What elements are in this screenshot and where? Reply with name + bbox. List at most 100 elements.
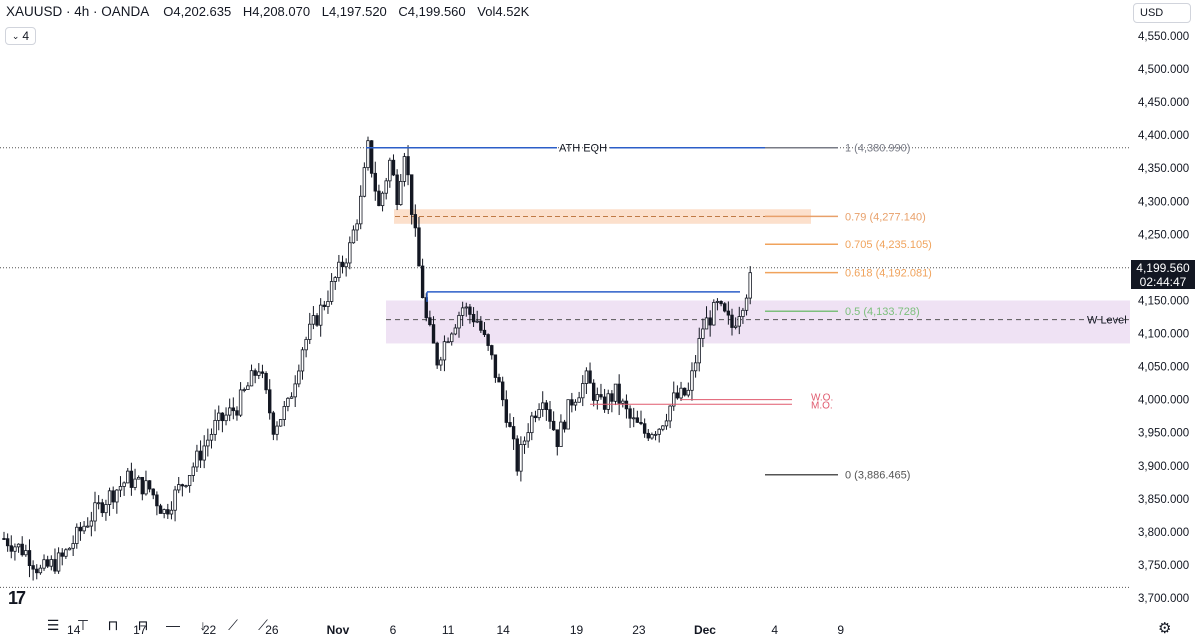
compare-icon[interactable]: ⊤ <box>76 616 90 633</box>
candle-down <box>500 381 505 401</box>
candle-down <box>562 421 567 430</box>
trend-icon[interactable]: ⟋ <box>228 616 238 633</box>
high-value: H4,208.070 <box>242 4 311 19</box>
candle-up <box>577 397 581 403</box>
candle-down <box>2 538 6 540</box>
candle-up <box>653 433 658 436</box>
candle-up <box>519 444 523 472</box>
candle-down <box>20 543 24 556</box>
replay-icon[interactable]: ⊓ <box>107 616 119 633</box>
candle-down <box>413 214 418 229</box>
price-tick-label: 3,950.000 <box>1138 428 1189 440</box>
candle-up <box>67 547 72 551</box>
candle-down <box>369 140 374 174</box>
range-icon[interactable]: ☰ <box>46 616 60 633</box>
candle-down <box>406 156 410 176</box>
candle-up <box>686 389 691 396</box>
currency-button[interactable]: USD <box>1133 3 1191 23</box>
candle-up <box>209 433 214 441</box>
price-tick-label: 4,450.000 <box>1138 97 1189 109</box>
time-tick-label: 4 <box>771 623 778 637</box>
candle-up <box>293 383 297 398</box>
candle-up <box>402 156 407 182</box>
candle-up <box>744 297 749 311</box>
zoom-icon[interactable]: ⟋ <box>258 616 268 633</box>
candle-down <box>35 568 39 574</box>
candle-up <box>177 484 181 491</box>
candle-down <box>9 545 13 552</box>
candle-down <box>100 502 104 514</box>
candle-down <box>511 426 516 440</box>
down-arrow-icon[interactable]: ↓ <box>199 617 207 633</box>
bar-style-icon[interactable]: ⊓ <box>137 616 149 633</box>
candle-up <box>217 412 221 421</box>
candle-down <box>315 315 319 326</box>
candle-up <box>453 327 458 335</box>
bar-countdown: 02:44:47 <box>1139 275 1187 289</box>
price-tick-label: 4,300.000 <box>1138 196 1189 208</box>
candle-down <box>617 383 621 404</box>
candle-down <box>31 565 35 570</box>
candle-down <box>482 329 487 335</box>
candle-down <box>719 301 723 305</box>
minus-icon[interactable]: — <box>166 617 180 633</box>
fib-level-label: 0.79 (4,277.140) <box>845 211 926 223</box>
settings-gear-icon[interactable]: ⚙ <box>1158 620 1172 637</box>
candle-up <box>96 502 101 505</box>
candle-down <box>548 409 552 422</box>
wo-label: W.O. <box>811 393 833 404</box>
candle-up <box>668 405 672 422</box>
purple-zone <box>386 300 1130 344</box>
price-tick-label: 4,500.000 <box>1138 64 1189 76</box>
candle-down <box>435 342 439 366</box>
candle-up <box>56 552 61 572</box>
candle-down <box>391 159 396 176</box>
price-tick-label: 4,400.000 <box>1138 130 1189 142</box>
price-axis[interactable] <box>1131 0 1200 612</box>
price-tick-label: 4,100.000 <box>1138 329 1189 341</box>
candle-up <box>115 489 119 503</box>
candle-up <box>530 415 534 434</box>
candle-up <box>71 543 75 549</box>
candle-up <box>86 525 90 528</box>
candle-down <box>322 304 327 307</box>
candle-up <box>388 159 392 182</box>
ohlc-readout: O4,202.635 H4,208.070 L4,197.520 C4,199.… <box>163 4 537 19</box>
time-tick-label: 17 <box>133 623 147 637</box>
candle-up <box>75 526 79 544</box>
candle-up <box>191 466 195 476</box>
candle-down <box>642 423 647 434</box>
candle-up <box>242 389 246 391</box>
candle-up <box>697 338 701 364</box>
time-tick-label: Dec <box>694 623 716 637</box>
candle-down <box>515 438 519 472</box>
candle-down <box>682 387 687 396</box>
price-tick-label: 4,250.000 <box>1138 229 1189 241</box>
candle-up <box>650 434 654 439</box>
candle-down <box>471 313 476 323</box>
candle-up <box>122 482 126 487</box>
candle-up <box>704 317 709 330</box>
candle-up <box>184 485 188 488</box>
candle-up <box>187 475 192 487</box>
mo-label: M.O. <box>811 400 833 411</box>
candle-up <box>246 385 250 390</box>
candle-up <box>348 242 352 264</box>
candle-down <box>479 320 483 331</box>
candle-up <box>690 370 694 391</box>
symbol-title[interactable]: XAUUSD · 4h · OANDA <box>6 4 150 19</box>
time-tick-label: 9 <box>837 623 844 637</box>
candle-down <box>151 488 155 496</box>
drawing-toolbar: ☰ ⊤ ⊓ ⊓ — ↓ ⟋ ⟋ <box>40 613 276 637</box>
candle-up <box>442 341 447 361</box>
fib-level-label: 0.705 (4,235.105) <box>845 239 932 251</box>
candle-up <box>661 425 665 430</box>
candle-down <box>551 420 556 431</box>
current-price-value: 4,199.560 <box>1136 261 1190 275</box>
candle-down <box>624 400 629 410</box>
candle-down <box>730 314 734 328</box>
candle-down <box>646 432 650 439</box>
close-value: C4,199.560 <box>398 4 466 19</box>
indicators-toggle-button[interactable]: ⌄ 4 <box>5 27 36 45</box>
